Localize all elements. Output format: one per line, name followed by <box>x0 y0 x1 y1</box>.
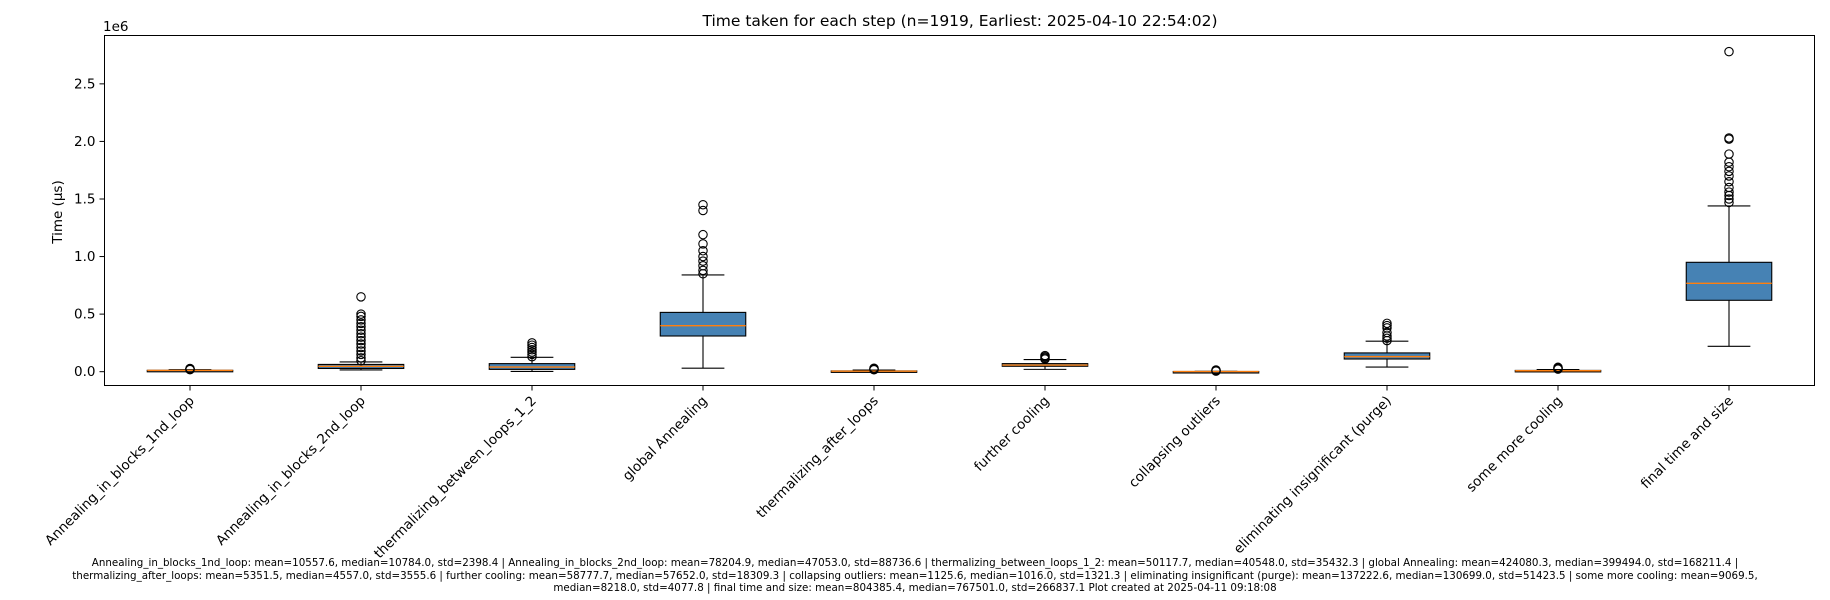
outlier-point <box>356 328 366 339</box>
outlier-point <box>356 349 366 360</box>
outlier-point <box>356 342 366 353</box>
outlier-point <box>1724 197 1734 208</box>
outlier-point <box>1382 333 1392 344</box>
footer-line-3: median=8218.0, std=4077.8 | final time a… <box>553 582 1277 595</box>
y-tick-label: 2.5 <box>74 76 95 92</box>
outlier-point <box>527 340 537 350</box>
outlier-point <box>356 322 366 332</box>
x-tick-label: Annealing_in_blocks_2nd_loop <box>213 393 369 549</box>
footer-line-1: Annealing_in_blocks_1nd_loop: mean=10557… <box>91 557 1739 569</box>
x-tick-label: eliminating insignificant (purge) <box>1231 393 1395 557</box>
box <box>1685 261 1773 301</box>
outlier-point <box>356 292 366 302</box>
box-group <box>488 338 576 373</box>
box-group <box>830 363 918 375</box>
outlier-point <box>356 346 366 356</box>
x-tick-label: collapsing outliers <box>1126 393 1224 491</box>
box-group <box>1001 350 1089 370</box>
box-group <box>1172 365 1260 376</box>
box-group <box>1343 318 1431 368</box>
outlier-point <box>1724 46 1734 57</box>
x-tick-label: some more cooling <box>1463 393 1565 495</box>
outlier-point <box>356 335 366 346</box>
outlier-point <box>1211 365 1221 375</box>
outlier-point <box>527 342 537 353</box>
outlier-point <box>1382 318 1392 329</box>
outlier-point <box>1724 171 1734 181</box>
summary-statistics-footer: Annealing_in_blocks_1nd_loop: mean=10557… <box>0 557 1830 595</box>
y-tick-label: 1.5 <box>74 191 95 207</box>
y-tick-label: 1.0 <box>74 249 95 265</box>
x-tick-label: final time and size <box>1638 393 1737 492</box>
outlier-point <box>527 338 537 348</box>
x-tick-label: further cooling <box>971 393 1053 475</box>
box <box>659 311 747 337</box>
outlier-point <box>1724 133 1734 143</box>
outlier-point <box>527 351 537 362</box>
y-tick-label: 0.5 <box>74 307 95 323</box>
outlier-point <box>1724 194 1734 204</box>
plot-area <box>146 46 1773 376</box>
outlier-point <box>527 349 537 360</box>
box-group <box>146 363 234 375</box>
outlier-point <box>356 325 366 335</box>
outlier-point <box>869 363 879 373</box>
x-tick-label: thermalizing_between_loops_1_2 <box>371 393 540 562</box>
outlier-point <box>698 199 708 210</box>
outlier-point <box>1724 166 1734 177</box>
outlier-point <box>356 309 366 319</box>
x-tick-label: Annealing_in_blocks_1nd_loop <box>42 393 198 549</box>
outlier-point <box>1724 149 1734 159</box>
outlier-point <box>698 261 708 271</box>
y-axis: 0.0 0.5 1.0 1.5 2.0 2.5 <box>74 76 105 380</box>
outlier-point <box>356 332 366 342</box>
outlier-point <box>356 353 366 363</box>
y-axis-offset-label: 1e6 <box>103 19 128 35</box>
box-group <box>1685 46 1773 347</box>
y-tick-label: 0.0 <box>74 364 95 380</box>
outlier-point <box>1382 320 1392 331</box>
x-tick-label: global Annealing <box>620 393 711 484</box>
outlier-point <box>698 256 708 266</box>
outlier-point <box>698 205 708 216</box>
outlier-point <box>1724 187 1734 197</box>
x-axis: Annealing_in_blocks_1nd_loop Annealing_in… <box>42 385 1737 562</box>
outlier-point <box>1724 162 1734 172</box>
outlier-point <box>1724 182 1734 193</box>
outlier-point <box>1553 362 1563 373</box>
outlier-point <box>185 363 195 374</box>
y-axis-label: Time (µs) <box>50 180 66 245</box>
y-tick-label: 2.0 <box>74 134 95 150</box>
outlier-point <box>356 315 366 325</box>
outlier-point <box>527 345 537 355</box>
plot-frame <box>104 35 1815 386</box>
outlier-point <box>1040 350 1050 361</box>
outlier-point <box>698 229 708 240</box>
x-tick-label: thermalizing_after_loops <box>753 393 881 521</box>
outlier-point <box>356 318 366 329</box>
outlier-point <box>1382 327 1392 338</box>
outlier-point <box>356 311 366 322</box>
box-group <box>659 199 747 369</box>
box-group <box>317 292 405 371</box>
outlier-point <box>698 265 708 276</box>
outlier-point <box>356 355 366 366</box>
outlier-point <box>356 339 366 349</box>
box-group <box>1514 362 1602 374</box>
outlier-point <box>1382 323 1392 333</box>
outlier-point <box>527 347 537 357</box>
chart-title: Time taken for each step (n=1919, Earlie… <box>701 12 1217 30</box>
outlier-point <box>698 246 708 256</box>
outlier-point <box>698 251 708 262</box>
outlier-point <box>1724 176 1734 187</box>
outlier-point <box>698 239 708 249</box>
footer-line-2: thermalizing_after_loops: mean=5351.5, m… <box>72 569 1758 582</box>
